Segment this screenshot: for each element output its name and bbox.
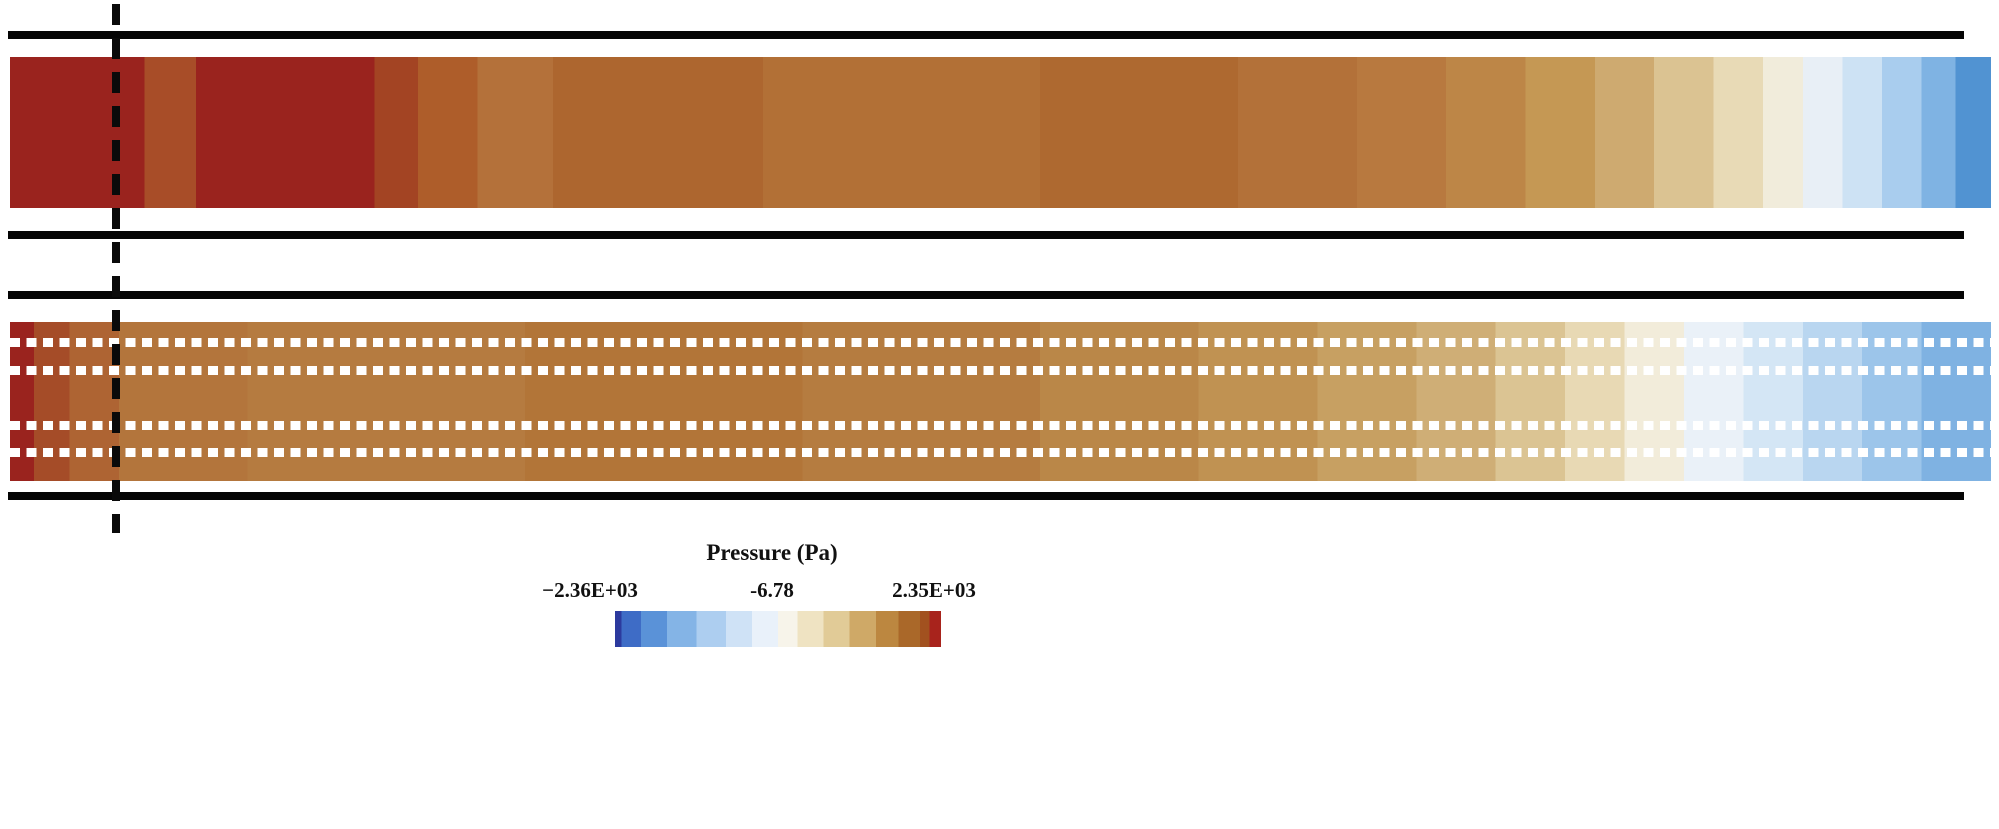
pin-fin-row-3: [10, 421, 1991, 430]
pinfin-channel-top-wall: [8, 291, 1964, 299]
colorbar-legend: Pressure (Pa) −2.36E+03 -6.78 2.35E+03: [0, 534, 1999, 664]
pin-fin-row-4: [10, 448, 1991, 457]
legend-title: Pressure (Pa): [706, 540, 838, 565]
pinfin-channel-pressure-contour: [10, 322, 1991, 481]
colorbar-tick-min: −2.36E+03: [542, 578, 638, 602]
smooth-channel-top-wall: [8, 31, 1964, 39]
pin-fin-row-2: [10, 366, 1991, 375]
colorbar-tick-mid: -6.78: [750, 578, 794, 602]
pin-fin-row-1: [10, 338, 1991, 347]
pinfin-channel-bottom-wall: [8, 492, 1964, 500]
colorbar-tick-max: 2.35E+03: [892, 578, 976, 602]
smooth-channel-bottom-wall: [8, 231, 1964, 239]
smooth-channel-pressure-contour: [10, 57, 1991, 208]
inlet-reference-dashed-line: [112, 4, 120, 533]
pressure-colorbar: [615, 611, 941, 647]
